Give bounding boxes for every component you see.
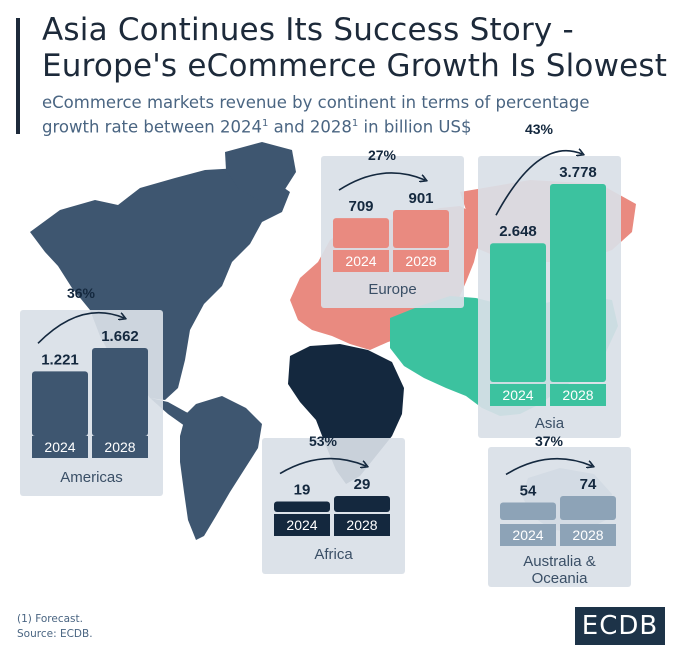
year-box-2028 xyxy=(550,384,606,406)
value-label-2028: 3.778 xyxy=(559,164,597,181)
tick-label-2024: 2024 xyxy=(44,439,75,455)
growth-arrow xyxy=(37,311,124,344)
tick-label-2028: 2028 xyxy=(562,387,593,403)
growth-label: 37% xyxy=(535,433,564,449)
region-label: Africa xyxy=(314,546,353,563)
region-label: Australia & xyxy=(523,553,596,570)
value-label-2024: 54 xyxy=(520,482,537,499)
subtitle-part-b: and 2028 xyxy=(268,117,352,137)
subtitle-part-c: in billion US$ xyxy=(358,117,472,137)
year-box-2024 xyxy=(500,524,556,546)
value-label-2024: 2.648 xyxy=(499,223,537,240)
chart-subtitle: eCommerce markets revenue by continent i… xyxy=(42,92,590,138)
growth-label: 43% xyxy=(525,121,554,137)
growth-arrow xyxy=(338,172,425,191)
year-box-2028 xyxy=(560,524,616,546)
bar-2024 xyxy=(490,243,546,382)
panel-background xyxy=(488,447,631,587)
panel-australia-oceania: 2024 54 2028 74 37% Australia &Oceania xyxy=(488,433,631,587)
map-south-america xyxy=(180,396,262,540)
tick-label-2024: 2024 xyxy=(286,517,317,533)
year-box-2024 xyxy=(490,384,546,406)
growth-label: 27% xyxy=(368,147,397,163)
bar-2028 xyxy=(334,496,390,512)
bar-2028 xyxy=(560,496,616,520)
year-box-2024 xyxy=(32,436,88,458)
value-label-2028: 1.662 xyxy=(101,328,139,345)
region-label: Europe xyxy=(368,281,416,298)
year-box-2024 xyxy=(333,250,389,272)
tick-label-2024: 2024 xyxy=(502,387,533,403)
region-label: Oceania xyxy=(532,570,589,587)
tick-label-2028: 2028 xyxy=(572,527,603,543)
bar-2028 xyxy=(92,348,148,436)
subtitle-line-1: eCommerce markets revenue by continent i… xyxy=(42,93,590,112)
tick-label-2024: 2024 xyxy=(345,253,376,269)
year-box-2024 xyxy=(274,514,330,536)
value-label-2028: 74 xyxy=(580,476,597,493)
value-label-2024: 19 xyxy=(294,482,311,499)
map-north-america xyxy=(30,168,290,400)
chart-title: Asia Continues Its Success Story - Europ… xyxy=(42,12,667,84)
growth-arrow xyxy=(495,151,582,216)
footnote-source: Source: ECDB. xyxy=(17,628,93,640)
growth-label: 36% xyxy=(67,285,96,301)
value-label-2028: 29 xyxy=(354,476,371,493)
footnote-forecast: (1) Forecast. xyxy=(17,613,83,625)
year-box-2028 xyxy=(92,436,148,458)
subtitle-line-2: growth rate between 20241 and 20281 in b… xyxy=(42,113,590,138)
region-label: Americas xyxy=(60,469,123,486)
year-box-2028 xyxy=(393,250,449,272)
bar-2024 xyxy=(274,501,330,512)
value-label-2024: 709 xyxy=(348,198,373,215)
region-panels: 2024 1.221 2028 1.662 36% Americas 2024 709 2028… xyxy=(20,121,631,587)
bar-2024 xyxy=(32,371,88,436)
panel-asia: 2024 2.648 2028 3.778 43% Asia xyxy=(478,121,621,438)
growth-arrow xyxy=(279,457,366,475)
bar-2028 xyxy=(550,184,606,382)
bar-2028 xyxy=(393,210,449,248)
panel-americas: 2024 1.221 2028 1.662 36% Americas xyxy=(20,285,163,496)
growth-label: 53% xyxy=(309,433,338,449)
tick-label-2024: 2024 xyxy=(512,527,543,543)
bar-2024 xyxy=(333,218,389,248)
footnote-mark: 1 xyxy=(351,118,359,129)
tick-label-2028: 2028 xyxy=(104,439,135,455)
panel-background xyxy=(262,438,405,574)
panel-europe: 2024 709 2028 901 27% Europe xyxy=(321,147,464,308)
map-greenland xyxy=(225,142,296,200)
bar-2024 xyxy=(500,502,556,520)
subtitle-part-a: growth rate between 2024 xyxy=(42,117,263,137)
value-label-2028: 901 xyxy=(408,190,433,207)
footnote: (1) Forecast. Source: ECDB. xyxy=(17,612,93,642)
tick-label-2028: 2028 xyxy=(405,253,436,269)
footnote-mark: 1 xyxy=(262,118,269,129)
title-accent-bar xyxy=(16,18,20,134)
tick-label-2028: 2028 xyxy=(346,517,377,533)
ecdb-logo: ECDB xyxy=(575,607,665,645)
title-line-1: Asia Continues Its Success Story - xyxy=(42,12,574,48)
title-line-2: Europe's eCommerce Growth Is Slowest xyxy=(42,48,668,84)
region-label: Asia xyxy=(535,415,565,432)
panel-africa: 2024 19 2028 29 53% Africa xyxy=(262,433,405,574)
value-label-2024: 1.221 xyxy=(41,351,79,368)
year-box-2028 xyxy=(334,514,390,536)
growth-arrow xyxy=(505,457,592,476)
